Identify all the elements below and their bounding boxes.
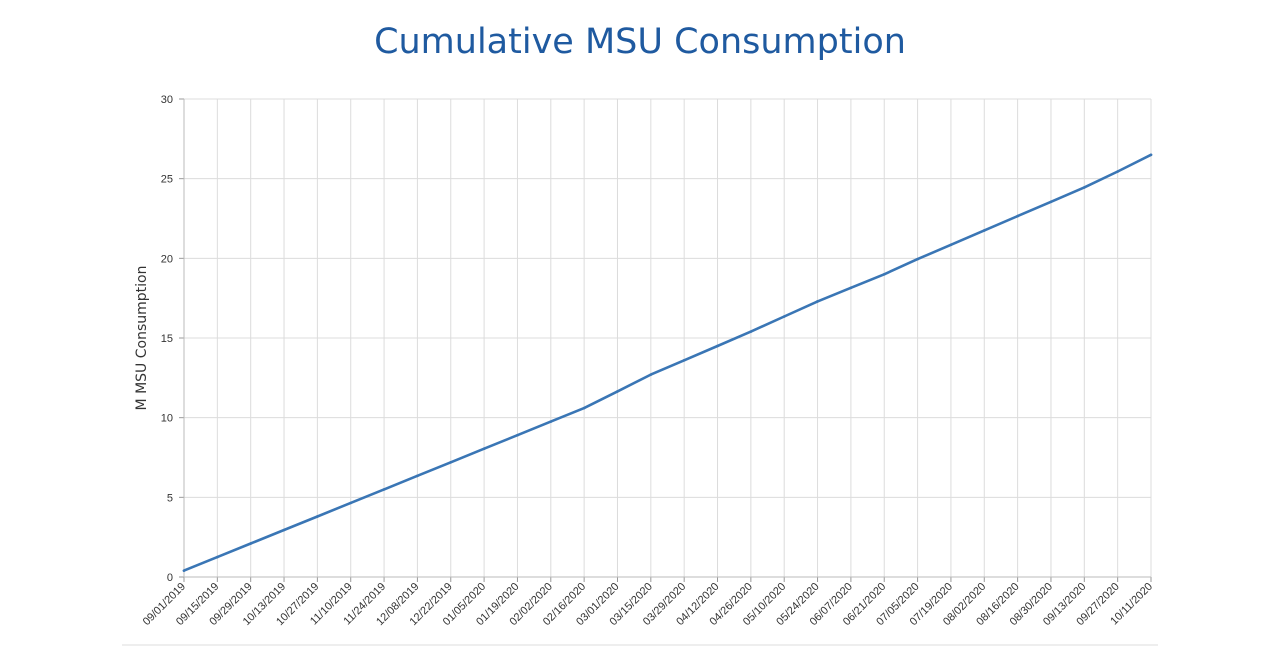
- data-point: [1083, 186, 1086, 189]
- data-point: [282, 528, 286, 532]
- data-point: [749, 330, 753, 333]
- y-tick-label: 10: [161, 413, 173, 425]
- y-tick-label: 5: [167, 492, 173, 504]
- data-point: [716, 344, 719, 348]
- data-point: [782, 315, 786, 318]
- chart-title: Cumulative MSU Consumption: [374, 22, 906, 62]
- data-point: [316, 515, 319, 518]
- data-point: [682, 359, 686, 362]
- y-tick-label: 15: [161, 333, 173, 345]
- y-axis-label: M MSU Consumption: [134, 266, 150, 411]
- data-point: [382, 488, 386, 491]
- series-line: [182, 153, 1153, 572]
- data-point: [816, 300, 819, 303]
- data-point: [982, 229, 986, 232]
- data-point: [482, 447, 486, 451]
- y-axis: 0 5 10 15 20 25 30: [161, 94, 185, 584]
- data-point: [549, 420, 553, 423]
- data-point: [416, 474, 419, 478]
- y-tick-label: 30: [161, 94, 173, 106]
- data-point: [616, 390, 619, 393]
- data-point: [649, 373, 653, 376]
- data-point: [916, 257, 919, 261]
- data-point: [216, 555, 219, 559]
- series-layer: [182, 153, 1153, 572]
- y-tick-label: 25: [161, 174, 173, 186]
- data-point: [182, 569, 186, 572]
- data-point: [349, 501, 353, 505]
- data-point: [849, 286, 853, 290]
- data-point: [449, 460, 453, 464]
- y-tick-label: 0: [167, 572, 173, 584]
- data-point: [516, 433, 519, 437]
- data-point: [582, 406, 586, 410]
- x-axis: 09/01/201909/15/201909/29/201910/13/2019…: [122, 576, 1158, 646]
- data-point: [1116, 170, 1119, 173]
- data-point: [949, 243, 953, 247]
- data-point: [249, 542, 252, 545]
- gridlines: [183, 98, 1152, 578]
- data-point: [1049, 200, 1053, 204]
- data-point: [882, 272, 886, 276]
- data-point: [1016, 214, 1019, 218]
- y-tick-label: 20: [161, 253, 173, 265]
- data-point: [1149, 153, 1153, 157]
